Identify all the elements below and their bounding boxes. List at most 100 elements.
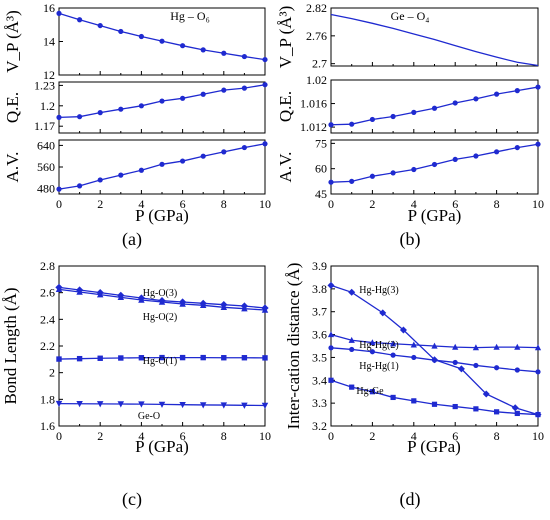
panel-b-sub2-ytick-label: 45 xyxy=(315,187,327,201)
panel-b-series-label: Ge – O₄ xyxy=(391,9,430,23)
panel-b-sub2-xtick-label: 2 xyxy=(369,197,375,211)
panel-a-sub1-series-point xyxy=(180,95,186,101)
panel-c-series-3-point xyxy=(241,402,248,409)
panel-a-sub0-ytick-label: 14 xyxy=(43,35,55,49)
panel-a-sub1-ytick-label: 1.17 xyxy=(34,119,55,133)
panel-b-sub1-ytick-label: 1.02 xyxy=(306,73,327,87)
panel-c-series-1-point xyxy=(199,301,207,309)
panel-b-sub1-series-point xyxy=(390,113,396,120)
panel-d-series-1-point xyxy=(348,336,355,343)
panel-c-series-2-point xyxy=(159,354,165,361)
panel-a-series-label: Hg – O₆ xyxy=(170,9,210,23)
panel-a-sub1-series-point xyxy=(159,98,165,104)
panel-c-series-2-point xyxy=(97,355,103,361)
panel-c-series-3-point xyxy=(199,402,207,409)
panel-d-series-1-point xyxy=(327,331,335,338)
panel-d-ytick-label: 3.2 xyxy=(312,419,327,433)
panel-b-sub2-xtick-label: 6 xyxy=(452,197,458,211)
panel-d-series-2-point xyxy=(494,365,500,371)
panel-c-series-1-point xyxy=(96,291,104,298)
panel-d-series-3-point xyxy=(328,377,334,383)
panel-a-sub2-series-point xyxy=(56,186,62,192)
panel-d-series-3-point xyxy=(535,411,541,418)
panel-c-series-label: Ge-O xyxy=(138,411,160,422)
panel-c-ytick-label: 2.2 xyxy=(40,339,55,353)
panel-c-series-label: Hg-O(1) xyxy=(143,356,177,367)
panel-d-series-1-point xyxy=(514,343,521,350)
panel-c-series-1-point xyxy=(55,285,63,293)
panel-a-sub2-series-point xyxy=(241,144,247,151)
panel-a-caption: (a) xyxy=(122,229,142,250)
panel-b-sub2-series-point xyxy=(535,141,541,147)
panel-a-sub2-xtick-label: 4 xyxy=(138,197,144,211)
panel-b-sub0-frame xyxy=(330,7,539,67)
panel-d-xtick-label: 0 xyxy=(328,429,334,443)
panel-a-sub1-series-point xyxy=(221,87,227,93)
panel-b-sub2-xtick-label: 8 xyxy=(494,197,500,211)
panel-b-caption: (b) xyxy=(400,229,421,250)
panel-c-series-2-point xyxy=(221,355,227,361)
panel-c-xtick-label: 6 xyxy=(180,429,186,443)
panel-c-series-1-point xyxy=(76,288,83,295)
panel-c-series-2-point xyxy=(200,354,206,361)
panel-c-series-2-point xyxy=(56,356,62,362)
panel-d-ytick-label: 3.4 xyxy=(312,373,327,387)
panel-c-series-3-point xyxy=(76,401,83,408)
panel-c-xtick-label: 0 xyxy=(56,429,62,443)
panel-a-sub0-series-point xyxy=(221,50,227,56)
panel-d-xtick-label: 4 xyxy=(411,429,417,443)
panel-b-sub2-series-point xyxy=(514,144,520,151)
panel-a-sub2-ytick-label: 480 xyxy=(37,182,55,196)
panel-a-sub0-series-point xyxy=(159,38,165,44)
panel-c-xtick-label: 2 xyxy=(97,429,103,443)
panel-c-ytick-label: 2.8 xyxy=(40,259,55,273)
panel-d-series-3-point xyxy=(390,394,396,401)
panel-d-ytick-label: 3.7 xyxy=(312,305,327,319)
panel-d-series-2-point xyxy=(349,346,355,353)
panel-a-sub2-series-point xyxy=(118,172,124,178)
panel-d-caption: (d) xyxy=(400,489,421,510)
panel-b-sub2-xtick-label: 10 xyxy=(532,197,544,211)
panel-c-series-1-point xyxy=(220,303,228,311)
panel-d-series-3-point xyxy=(514,410,520,417)
panel-a-sub1-series-point xyxy=(118,106,124,112)
panel-a-sub0-series-point xyxy=(241,53,247,60)
panel-d-series-3-point xyxy=(411,398,417,404)
panel-c-series-3-point xyxy=(261,402,269,409)
panel-d-series-1-point xyxy=(472,344,480,351)
panel-d-xtick-label: 6 xyxy=(452,429,458,443)
panel-d-series-0-point xyxy=(482,390,490,398)
panel-b-sub2-series-point xyxy=(452,156,458,163)
panel-d-xtick-label: 2 xyxy=(369,429,375,443)
panel-d-series-2-point xyxy=(390,352,396,358)
panel-a-sub0-series-point xyxy=(97,22,103,29)
panel-b-sub1-series-point xyxy=(535,84,541,90)
panel-d-series-label: Hg-Hg(1) xyxy=(359,361,398,372)
panel-d-series-2-point xyxy=(369,349,375,355)
panel-c-xtick-label: 4 xyxy=(138,429,144,443)
panel-b-sub1-series-point xyxy=(411,109,417,115)
panel-c-ytick-label: 1.8 xyxy=(40,392,55,406)
panel-b-sub1-ylabel: Q.E. xyxy=(276,91,295,122)
panel-d-series-2-point xyxy=(328,345,334,351)
panel-c-series-label: Hg-O(3) xyxy=(143,288,177,299)
panel-a-sub0-series-point xyxy=(200,47,206,53)
panel-d-series-1-point xyxy=(534,344,542,351)
panel-b-sub2-series-point xyxy=(390,170,396,176)
panel-d-ytick-label: 3.5 xyxy=(312,350,327,364)
panel-b-sub1-ytick-label: 1.012 xyxy=(300,120,327,134)
panel-a-sub0-series-point xyxy=(138,33,144,40)
panel-a-sub1-series-point xyxy=(241,85,247,91)
panel-d-series-3-point xyxy=(473,406,479,412)
panel-b-sub0-ytick-label: 2.7 xyxy=(312,57,327,71)
panel-b-sub2-series-point xyxy=(369,173,375,179)
panel-d-series-1-point xyxy=(410,341,417,348)
panel-c-ytick-label: 1.6 xyxy=(40,419,55,433)
panel-d-series-2-point xyxy=(452,359,458,366)
panel-c-ylabel: Bond Length (Å) xyxy=(1,287,20,404)
panel-b-sub0-ylabel: V_P (Å³) xyxy=(276,6,295,69)
panel-a-sub2-series-point xyxy=(200,153,206,159)
panel-d-series-3-point xyxy=(349,384,355,390)
panel-c-series-2-point xyxy=(241,355,248,361)
panel-b-sub2-series-point xyxy=(473,153,479,159)
